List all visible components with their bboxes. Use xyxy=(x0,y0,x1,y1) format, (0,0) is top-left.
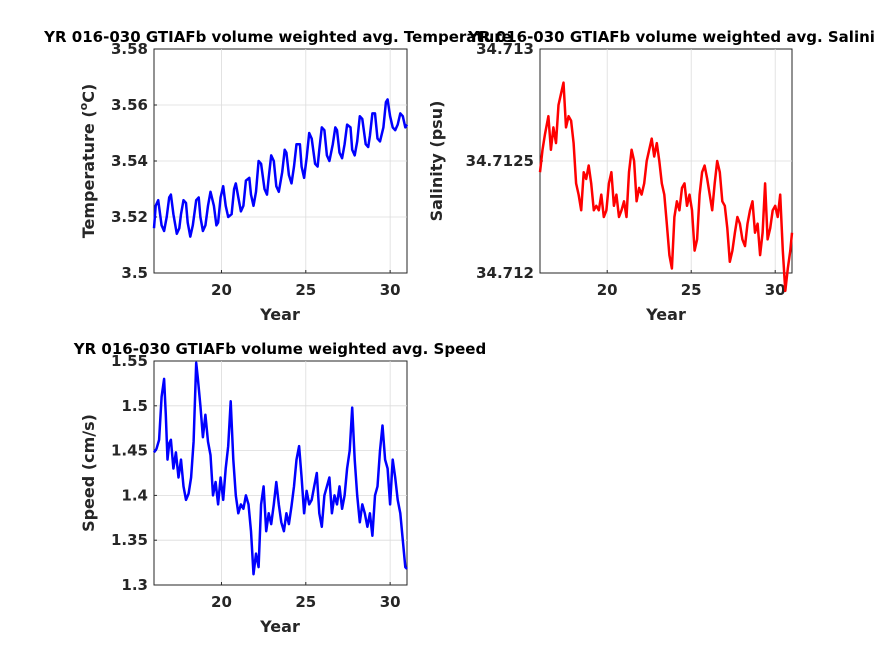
speed-y-tick-label: 1.4 xyxy=(121,486,148,504)
salinity-xlabel: Year xyxy=(645,305,686,324)
speed-xlabel: Year xyxy=(259,617,300,636)
temperature-x-tick-label: 20 xyxy=(211,281,232,299)
speed-ylabel: Speed (cm/s) xyxy=(79,414,98,532)
salinity-panel: YR 016-030 GTIAFb volume weighted avg. S… xyxy=(427,28,875,324)
speed-y-tick-label: 1.3 xyxy=(121,576,148,594)
salinity-y-tick-label: 34.7125 xyxy=(466,152,534,170)
temperature-ylabel: Temperature (oC) xyxy=(77,84,98,239)
speed-panel: YR 016-030 GTIAFb volume weighted avg. S… xyxy=(73,340,486,636)
salinity-y-tick-label: 34.713 xyxy=(476,40,534,58)
temperature-y-tick-label: 3.54 xyxy=(111,152,148,170)
salinity-y-tick-label: 34.712 xyxy=(476,264,534,282)
speed-y-tick-label: 1.5 xyxy=(121,397,148,415)
temperature-y-tick-label: 3.5 xyxy=(121,264,148,282)
salinity-x-tick-label: 20 xyxy=(597,281,618,299)
salinity-series-line xyxy=(538,81,794,293)
temperature-y-tick-label: 3.58 xyxy=(111,40,148,58)
temperature-y-tick-label: 3.52 xyxy=(111,208,148,226)
temperature-x-tick-label: 25 xyxy=(295,281,316,299)
salinity-ylabel: Salinity (psu) xyxy=(427,101,446,222)
speed-series-line xyxy=(152,361,408,576)
temperature-y-tick-label: 3.56 xyxy=(111,96,148,114)
temperature-xlabel: Year xyxy=(259,305,300,324)
speed-y-tick-label: 1.45 xyxy=(111,442,148,460)
temperature-series-line xyxy=(152,98,409,238)
speed-y-tick-label: 1.35 xyxy=(111,531,148,549)
salinity-x-tick-label: 25 xyxy=(681,281,702,299)
temperature-panel: YR 016-030 GTIAFb volume weighted avg. T… xyxy=(43,28,512,324)
salinity-x-tick-label: 30 xyxy=(765,281,786,299)
speed-x-tick-label: 25 xyxy=(295,593,316,611)
salinity-title: YR 016-030 GTIAFb volume weighted avg. S… xyxy=(467,28,875,46)
speed-title: YR 016-030 GTIAFb volume weighted avg. S… xyxy=(73,340,486,358)
temperature-x-tick-label: 30 xyxy=(380,281,401,299)
temperature-title: YR 016-030 GTIAFb volume weighted avg. T… xyxy=(43,28,512,46)
speed-x-tick-label: 30 xyxy=(380,593,401,611)
speed-y-tick-label: 1.55 xyxy=(111,352,148,370)
speed-x-tick-label: 20 xyxy=(211,593,232,611)
